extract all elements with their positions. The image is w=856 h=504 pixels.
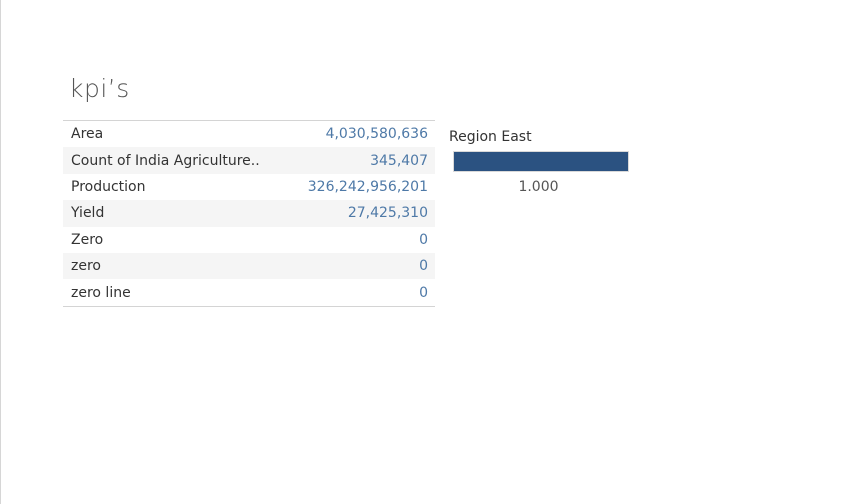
kpi-value[interactable]: 0: [419, 231, 428, 248]
region-gauge-title: Region East: [449, 129, 532, 145]
kpi-table: Area 4,030,580,636 Count of India Agricu…: [63, 120, 435, 307]
kpi-label: Zero: [71, 231, 104, 248]
kpi-value[interactable]: 345,407: [370, 152, 428, 169]
sheet-title: kpi’s: [69, 74, 130, 103]
region-gauge-track: [453, 151, 629, 172]
kpi-label: zero: [71, 258, 101, 275]
kpi-value[interactable]: 326,242,956,201: [307, 178, 428, 195]
kpi-value[interactable]: 0: [419, 284, 428, 301]
region-gauge-value: 1.000: [518, 179, 559, 195]
kpi-row-count[interactable]: Count of India Agriculture.. 345,407: [63, 147, 435, 174]
kpi-row-production[interactable]: Production 326,242,956,201: [63, 174, 435, 200]
kpi-row-zero[interactable]: Zero 0: [63, 227, 435, 253]
kpi-row-zero-line[interactable]: zero line 0: [63, 279, 435, 305]
kpi-row-zero-lower[interactable]: zero 0: [63, 252, 435, 280]
left-divider: [0, 0, 1, 504]
kpi-value[interactable]: 4,030,580,636: [325, 126, 428, 143]
kpi-label: Production: [71, 178, 146, 195]
kpi-row-area[interactable]: Area 4,030,580,636: [63, 121, 435, 147]
kpi-label: Area: [71, 126, 104, 143]
kpi-label: Count of India Agriculture..: [71, 152, 260, 169]
kpi-value[interactable]: 0: [419, 258, 428, 275]
kpi-label: Yield: [71, 205, 105, 222]
kpi-label: zero line: [71, 284, 131, 301]
kpi-row-yield[interactable]: Yield 27,425,310: [63, 200, 435, 227]
kpi-value[interactable]: 27,425,310: [347, 205, 428, 222]
region-gauge-bar[interactable]: [453, 151, 629, 172]
